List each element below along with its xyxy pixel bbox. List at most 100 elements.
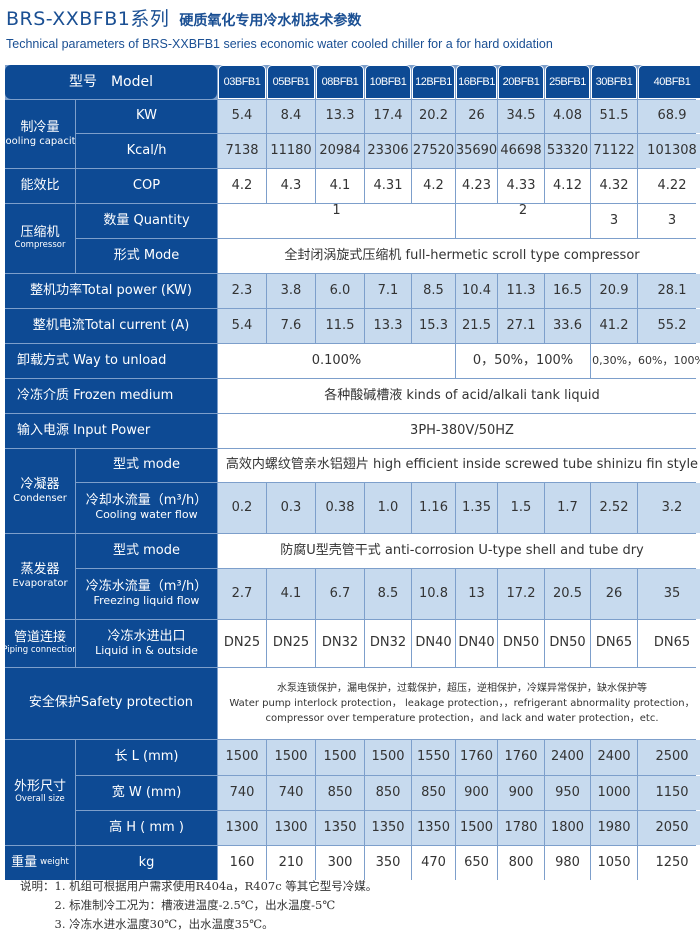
height-cell: 1500 (456, 811, 497, 845)
model-column-header: 03BFB1 (218, 65, 266, 99)
cop-cell: 4.22 (638, 169, 700, 203)
weight-cell: 800 (498, 846, 544, 880)
width-label-text: 宽 W (mm) (111, 784, 182, 800)
model-column-header: 05BFB1 (267, 65, 315, 99)
height-label-text: 高 H ( mm ) (109, 819, 184, 835)
cooling-capacity-label-text: 制冷量 (20, 119, 60, 135)
model-column-header-text: 20BFB1 (502, 75, 540, 88)
piping-cell-text: DN65 (595, 635, 633, 651)
width-cell: 950 (545, 776, 590, 810)
cooling-kw-cell-text: 34.5 (506, 108, 536, 124)
height-cell-text: 1350 (323, 819, 357, 835)
model-column-header: 12BFB1 (412, 65, 455, 99)
weight-unit-label: kg (76, 846, 217, 880)
total-power-cell-text: 6.0 (329, 282, 351, 298)
note-3: 3. 冷冻水进水温度30℃，出水温度35℃。 (20, 917, 274, 931)
weight-cell-text: 1250 (655, 854, 689, 870)
height-cell: 1300 (267, 811, 315, 845)
total-current-cell: 41.2 (591, 309, 637, 343)
total-power-cell: 3.8 (267, 274, 315, 308)
quantity-label: 数量 Quantity (76, 204, 217, 238)
overall-size-label-text: Overall size (15, 794, 65, 805)
input-power-label-text: 输入电源 Input Power (17, 422, 151, 438)
freezing-liquid-flow-cell: 8.5 (365, 569, 411, 619)
width-cell-text: 1000 (597, 784, 631, 800)
piping-cell: DN40 (456, 620, 497, 667)
cooling-water-flow-cell-text: 3.2 (661, 499, 683, 515)
total-power-cell: 8.5 (412, 274, 455, 308)
evaporator-mode-label-text: 型式 mode (113, 542, 180, 558)
compressor-quantity-cell: 1 (218, 204, 455, 238)
height-cell-text: 2050 (655, 819, 689, 835)
cooling-kcal-cell-text: 11180 (270, 142, 312, 158)
cooling-water-flow-cell-text: 1.0 (377, 499, 399, 515)
frozen-medium-value-text: 各种酸碱槽液 kinds of acid/alkali tank liquid (324, 387, 600, 403)
width-cell: 850 (316, 776, 364, 810)
model-column-header-text: 30BFB1 (595, 75, 633, 88)
total-current-cell: 33.6 (545, 309, 590, 343)
weight-cell-text: 160 (229, 854, 255, 870)
width-cell-text: 850 (327, 784, 353, 800)
piping-label-text: Piping connection (5, 645, 75, 656)
frozen-medium-label: 冷冻介质 Frozen medium (5, 379, 217, 413)
total-current-cell: 21.5 (456, 309, 497, 343)
total-current-cell-text: 5.4 (231, 317, 253, 333)
total-current-cell-text: 41.2 (599, 317, 629, 333)
model-column-header: 16BFB1 (456, 65, 497, 99)
width-cell: 900 (456, 776, 497, 810)
cooling-water-flow-cell: 1.5 (498, 483, 544, 533)
height-cell-text: 1800 (550, 819, 585, 835)
height-cell-text: 1350 (371, 819, 405, 835)
piping-cell: DN25 (218, 620, 266, 667)
cooling-kcal-cell-text: 20984 (319, 142, 361, 158)
cooling-kcal-cell: 27520 (412, 134, 455, 168)
compressor-quantity-cell-text: 1 (332, 204, 341, 218)
weight-cell: 650 (456, 846, 497, 880)
safety-value-text: 水泵连锁保护，漏电保护，过载保护，超压，逆相保护，冷媒异常保护，缺水保护等 (277, 683, 647, 694)
total-power-cell: 28.1 (638, 274, 700, 308)
total-current-cell-text: 55.2 (657, 317, 687, 333)
piping-cell: DN50 (498, 620, 544, 667)
cooling-water-flow-cell: 1.35 (456, 483, 497, 533)
height-cell-text: 1300 (274, 819, 308, 835)
total-current-cell-text: 15.3 (419, 317, 448, 333)
total-current-cell-text: 7.6 (280, 317, 302, 333)
cop-cell-text: 4.1 (329, 177, 351, 193)
model-column-header-text: 10BFB1 (369, 75, 407, 88)
freezing-liquid-flow-cell-text: 8.5 (377, 585, 399, 601)
page-subtitle: Technical parameters of BRS-XXBFB1 serie… (6, 37, 553, 51)
length-cell: 2400 (591, 740, 637, 775)
piping-cell: DN50 (545, 620, 590, 667)
cop-cell-text: 4.33 (506, 177, 536, 193)
weight-cell-text: 980 (555, 854, 580, 870)
total-power-cell-text: 20.9 (599, 282, 629, 298)
cooling-kw-cell-text: 26 (468, 108, 485, 124)
cop-cell: 4.1 (316, 169, 364, 203)
freezing-liquid-flow-cell: 4.1 (267, 569, 315, 619)
total-power-label: 整机功率Total power (KW) (5, 274, 217, 308)
cooling-kcal-cell: 23306 (365, 134, 411, 168)
length-cell: 1500 (218, 740, 266, 775)
total-current-label: 整机电流Total current (A) (5, 309, 217, 343)
compressor-quantity-cell: 3 (591, 204, 637, 238)
width-cell-text: 900 (508, 784, 534, 800)
unload-label-text: 卸载方式 Way to unload (17, 352, 167, 368)
total-power-cell: 6.0 (316, 274, 364, 308)
weight-cell-text: 300 (327, 854, 353, 870)
length-cell-text: 2400 (597, 749, 631, 765)
cooling-kcal-cell-text: 101308 (647, 142, 697, 158)
note-2: 2. 标准制冷工况为：槽液进温度-2.5℃，出水温度-5℃ (20, 898, 336, 912)
total-power-cell-text: 11.3 (506, 282, 536, 298)
page-title: BRS-XXBFB1系列 硬质氧化专用冷水机技术参数 (6, 4, 361, 31)
total-current-cell-text: 33.6 (553, 317, 582, 333)
cooling-water-flow-cell-text: 0.2 (231, 499, 253, 515)
model-column-header: 20BFB1 (498, 65, 544, 99)
cooling-water-flow-cell-text: 2.52 (599, 499, 629, 515)
cop-cell-text: 4.2 (231, 177, 253, 193)
weight-cell: 210 (267, 846, 315, 880)
weight-unit-label-text: kg (138, 854, 155, 870)
compressor-quantity-cell-text: 3 (609, 212, 619, 228)
total-power-label-text: 整机功率Total power (KW) (30, 282, 192, 298)
weight-cell: 980 (545, 846, 590, 880)
piping-cell-text: DN40 (415, 635, 452, 651)
